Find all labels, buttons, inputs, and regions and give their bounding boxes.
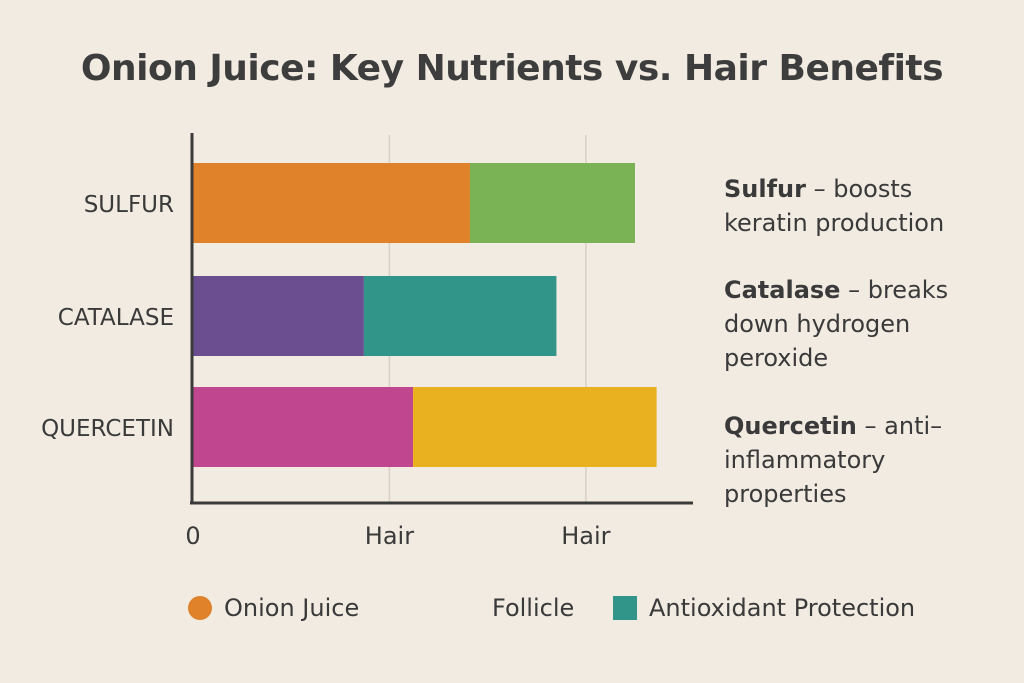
axes (190, 133, 693, 505)
labels: SULFUR CATALASE QUERCETIN 0 Hair Hair (41, 192, 611, 550)
annotation-quercetin: Quercetin – anti– inflammatory propertie… (724, 409, 1014, 511)
bar-segment-catalase-2 (363, 276, 557, 356)
category-label: CATALASE (58, 305, 174, 331)
annotation-lead: Quercetin (724, 412, 857, 440)
annotation-text: keratin production (724, 209, 945, 237)
legend-item-antioxidant-protection: Antioxidant Protection (613, 594, 915, 622)
bar-segment-quercetin-1 (193, 387, 414, 467)
annotation-lead: Sulfur (724, 175, 806, 203)
x-tick-label: Hair (561, 522, 610, 550)
category-label: QUERCETIN (41, 416, 174, 442)
annotation-lead: Catalase (724, 276, 841, 304)
annotation-text: – boosts (805, 175, 913, 203)
legend-label: Onion Juice (224, 594, 360, 622)
legend-item-follicle: Follicle (492, 594, 574, 622)
annotation-text: inflammatory (724, 446, 886, 474)
legend-item-onion-juice: Onion Juice (188, 594, 359, 622)
annotation-catalase: Catalase – breaks down hydrogen peroxide (724, 273, 1014, 375)
bar-segment-sulfur-2 (469, 163, 635, 243)
annotation-text: – breaks (840, 276, 949, 304)
legend-label: Follicle (492, 594, 575, 622)
legend-swatch-square (613, 596, 637, 620)
legend-swatch-circle (188, 596, 212, 620)
bars (193, 163, 657, 467)
legend-label: Antioxidant Protection (649, 594, 916, 622)
x-tick-label: Hair (365, 522, 414, 550)
annotation-text: peroxide (724, 344, 829, 372)
annotation-text: down hydrogen (724, 310, 911, 338)
bar-segment-quercetin-2 (413, 387, 657, 467)
annotation-text: properties (724, 480, 847, 508)
bar-segment-catalase-1 (193, 276, 364, 356)
chart-title: Onion Juice: Key Nutrients vs. Hair Bene… (80, 48, 944, 89)
x-tick-label: 0 (185, 522, 200, 550)
annotation-sulfur: Sulfur – boosts keratin production (724, 172, 1014, 240)
annotation-text: – anti– (856, 412, 943, 440)
bar-segment-sulfur-1 (193, 163, 470, 243)
category-label: SULFUR (84, 192, 174, 218)
